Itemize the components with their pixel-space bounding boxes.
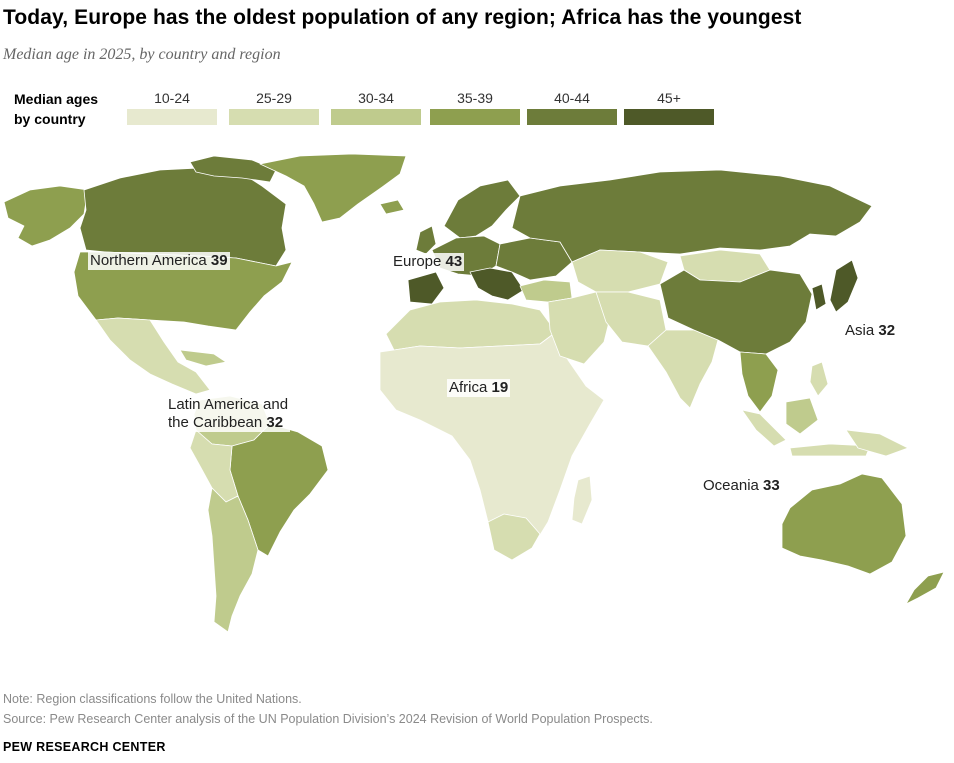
philippines-shape	[809, 361, 829, 397]
region-label-oceania: Oceania 33	[701, 477, 782, 495]
southern-africa-shape	[487, 513, 541, 561]
note-text: Note: Region classifications follow the …	[3, 692, 302, 706]
region-value: 19	[491, 379, 509, 396]
legend-item-30-34: 30-34	[331, 90, 421, 125]
legend-label: 10-24	[154, 90, 190, 106]
canada-islands-shape	[189, 155, 277, 183]
iran-pakistan-shape	[595, 291, 667, 347]
legend-item-40-44: 40-44	[527, 90, 617, 125]
legend-title-line2: by country	[14, 111, 86, 127]
southern-cone-shape	[207, 487, 259, 633]
legend-swatch	[624, 109, 714, 125]
greenland-shape	[259, 153, 407, 223]
legend-title-line1: Median ages	[14, 91, 99, 107]
region-name: Northern America	[90, 252, 207, 269]
alaska-shape	[3, 185, 89, 247]
russia-shape	[511, 169, 873, 263]
iceland-shape	[379, 199, 405, 215]
sub-saharan-africa-shape	[379, 331, 605, 561]
legend-swatch	[527, 109, 617, 125]
uk-shape	[415, 225, 437, 255]
indonesia-east-shape	[789, 443, 871, 457]
southeast-asia-shape	[739, 351, 779, 413]
legend-swatch	[331, 109, 421, 125]
legend-item-45-plus: 45+	[624, 90, 714, 125]
legend-item-10-24: 10-24	[127, 90, 217, 125]
middle-east-shape	[547, 291, 611, 365]
region-label-africa: Africa 19	[447, 379, 511, 397]
region-name-line1: Latin America and	[168, 396, 289, 413]
italy-balkans-shape	[469, 267, 525, 301]
new-zealand-shape	[905, 571, 945, 605]
legend-swatch	[127, 109, 217, 125]
caribbean-shape	[179, 349, 227, 367]
source-text: Source: Pew Research Center analysis of …	[3, 712, 653, 726]
region-label-northern-america: Northern America 39	[88, 252, 230, 270]
legend-label: 30-34	[358, 90, 394, 106]
central-asia-shape	[571, 249, 669, 293]
china-shape	[659, 269, 813, 355]
indonesia-west-shape	[741, 409, 787, 447]
region-value: 32	[266, 414, 284, 431]
legend-item-35-39: 35-39	[430, 90, 520, 125]
japan-shape	[829, 259, 859, 313]
region-name: Oceania	[703, 477, 759, 494]
legend-item-25-29: 25-29	[229, 90, 319, 125]
chart-title: Today, Europe has the oldest population …	[3, 6, 802, 29]
indonesia-borneo-shape	[785, 397, 819, 435]
legend-label: 25-29	[256, 90, 292, 106]
region-label-asia: Asia 32	[843, 322, 898, 340]
turkey-shape	[519, 279, 573, 303]
region-value: 43	[445, 253, 463, 270]
north-africa-shape	[385, 299, 557, 351]
world-map	[3, 153, 945, 633]
madagascar-shape	[571, 475, 593, 525]
new-guinea-shape	[845, 429, 909, 457]
region-name: Asia	[845, 322, 875, 339]
legend-label: 40-44	[554, 90, 590, 106]
region-label-latin-america: Latin America and the Caribbean 32	[166, 396, 291, 432]
mexico-shape	[95, 317, 211, 395]
region-name: Europe	[393, 253, 442, 270]
korea-shape	[811, 283, 827, 311]
iberia-shape	[407, 271, 445, 305]
region-name: Africa	[449, 379, 488, 396]
brand-logo-text: PEW RESEARCH CENTER	[3, 740, 166, 754]
australia-shape	[781, 473, 907, 575]
scandinavia-shape	[443, 179, 521, 239]
legend-label: 45+	[657, 90, 681, 106]
legend-swatch	[229, 109, 319, 125]
chart-subtitle: Median age in 2025, by country and regio…	[3, 46, 281, 63]
legend-label: 35-39	[457, 90, 493, 106]
region-value: 39	[210, 252, 228, 269]
region-label-europe: Europe 43	[391, 253, 465, 271]
india-shape	[647, 329, 719, 409]
region-name-line2: the Caribbean	[168, 414, 263, 431]
legend-swatch	[430, 109, 520, 125]
region-value: 32	[878, 322, 896, 339]
legend-title: Median ages by country	[14, 89, 98, 129]
region-value: 33	[763, 477, 780, 494]
